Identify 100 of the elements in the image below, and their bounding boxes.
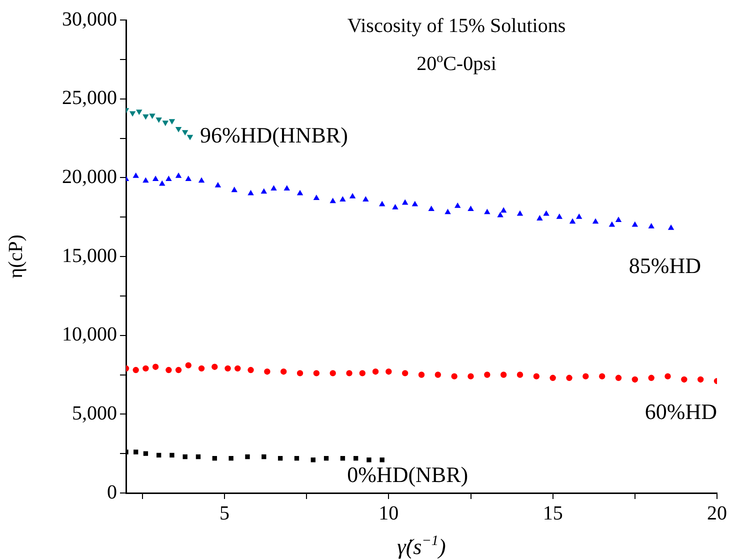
point — [632, 376, 638, 383]
point — [232, 187, 238, 192]
point — [152, 176, 158, 182]
point — [353, 456, 358, 461]
point — [556, 214, 562, 219]
point — [609, 222, 615, 227]
point — [445, 209, 451, 214]
point — [517, 210, 523, 216]
point — [484, 372, 490, 378]
point — [152, 364, 159, 370]
point — [379, 201, 385, 206]
point — [402, 370, 408, 376]
point — [330, 198, 336, 204]
point — [516, 372, 524, 378]
y-axis-title: η(cP) — [5, 234, 27, 278]
point — [215, 182, 221, 188]
point — [248, 190, 254, 196]
point — [598, 373, 606, 380]
point — [576, 214, 582, 219]
point — [616, 217, 622, 222]
point — [484, 209, 490, 214]
point — [169, 119, 175, 124]
chart-title: Viscosity of 15% Solutions — [347, 15, 566, 37]
point — [278, 456, 283, 461]
point — [297, 190, 303, 196]
point — [615, 374, 622, 382]
point — [570, 218, 576, 224]
point — [697, 376, 704, 383]
point — [632, 222, 638, 227]
point — [418, 372, 425, 378]
point — [228, 456, 234, 461]
point — [500, 208, 506, 213]
point — [434, 372, 442, 378]
y-tick-label: 10,000 — [62, 324, 117, 346]
point — [196, 454, 201, 460]
point — [296, 370, 304, 376]
series-label: 60%HD — [644, 399, 718, 424]
point — [159, 180, 165, 186]
point — [648, 223, 654, 228]
point — [544, 210, 550, 216]
point — [166, 176, 172, 182]
point — [142, 178, 148, 183]
point — [150, 114, 156, 118]
point — [681, 376, 688, 383]
point — [550, 374, 556, 382]
point — [310, 458, 316, 462]
y-tick-label: 20,000 — [62, 166, 117, 188]
point — [664, 373, 671, 380]
x-tick-label: 10 — [378, 502, 399, 524]
point — [668, 225, 674, 230]
point — [162, 120, 168, 126]
point — [294, 456, 300, 461]
point — [143, 451, 148, 456]
point — [134, 450, 138, 454]
point — [340, 456, 346, 461]
point — [451, 373, 458, 380]
point — [468, 373, 474, 380]
point — [592, 218, 598, 224]
point — [500, 372, 507, 378]
point — [212, 456, 217, 461]
point — [142, 365, 149, 372]
point — [234, 365, 241, 372]
point — [330, 370, 336, 376]
y-tick-label: 5,000 — [72, 402, 117, 424]
point — [362, 196, 368, 202]
point — [366, 458, 372, 462]
point — [428, 206, 434, 211]
point — [261, 188, 267, 194]
point — [132, 366, 139, 374]
point — [245, 454, 250, 460]
point — [380, 458, 384, 462]
point — [313, 370, 320, 376]
point — [182, 130, 188, 136]
y-tick-label: 0 — [107, 481, 117, 504]
point — [454, 202, 460, 208]
point — [136, 110, 142, 115]
point — [224, 365, 231, 372]
point — [340, 196, 346, 202]
point — [402, 200, 408, 205]
point — [133, 172, 139, 178]
point — [271, 186, 276, 191]
point — [324, 456, 329, 461]
point — [198, 178, 204, 183]
point — [392, 204, 398, 210]
point — [536, 216, 542, 220]
series-label: 96%HD(HNBR) — [200, 122, 348, 148]
point — [284, 186, 290, 191]
point — [182, 454, 188, 460]
point — [176, 172, 182, 178]
point — [412, 201, 418, 206]
series-label: 0%HD(NBR) — [347, 462, 468, 487]
point — [185, 362, 192, 368]
x-tick-label: 15 — [542, 502, 563, 524]
point — [648, 374, 654, 382]
point — [170, 452, 174, 458]
y-tick-label: 15,000 — [62, 244, 117, 267]
point — [468, 206, 474, 211]
point — [156, 118, 162, 122]
point — [212, 364, 218, 370]
x-tick-label: 20 — [707, 502, 727, 524]
